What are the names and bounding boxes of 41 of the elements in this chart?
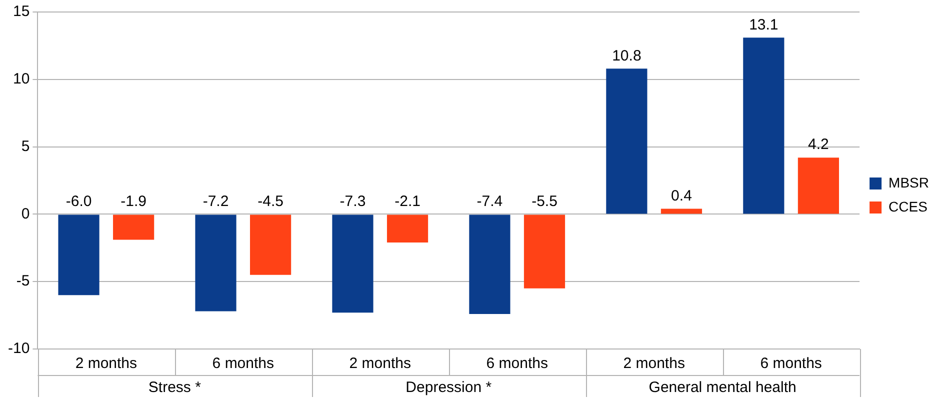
bar: [660, 208, 702, 214]
y-tick-label: 15: [12, 3, 30, 20]
x-tick-label: 2 months: [623, 355, 685, 372]
x-tick-label: 6 months: [212, 355, 274, 372]
data-label: -7.3: [340, 192, 366, 210]
data-label: 10.8: [612, 47, 642, 64]
y-tick-label: 5: [21, 138, 30, 155]
data-label: -7.4: [476, 192, 503, 210]
bar: [58, 214, 100, 296]
data-label: -5.5: [532, 192, 558, 210]
data-label: -2.1: [394, 192, 420, 210]
data-label: 13.1: [749, 16, 778, 34]
legend-label: MBSR: [888, 174, 930, 190]
data-label: -4.5: [258, 192, 284, 210]
bar: [332, 214, 374, 313]
bar: [469, 214, 510, 314]
bar: [606, 68, 648, 214]
text: Depression *: [406, 379, 492, 396]
bar: [386, 214, 428, 243]
x-tick-label: 2 months: [349, 355, 411, 372]
data-label: -6.0: [66, 192, 92, 210]
text: General mental health: [648, 379, 796, 396]
x-tick-label: 6 months: [486, 355, 548, 372]
bar: [113, 214, 154, 240]
bar: [250, 214, 292, 275]
bar: [743, 38, 784, 214]
y-tick-label: -10: [8, 340, 30, 358]
data-label: -7.2: [202, 192, 229, 210]
x-tick-label: 2 months: [75, 355, 138, 372]
data-label: 0.4: [671, 187, 692, 204]
y-tick-label: 10: [12, 70, 30, 88]
y-tick-label: -5: [16, 272, 30, 290]
data-label: -1.9: [120, 192, 146, 210]
bar: [524, 214, 566, 288]
data-label: 4.2: [808, 136, 829, 154]
x-tick-label: 6 months: [760, 355, 822, 372]
bar: [195, 214, 236, 312]
legend-label: CCES: [888, 198, 928, 214]
bar: [798, 158, 840, 214]
text: Stress *: [148, 379, 202, 396]
y-tick-label: 0: [21, 205, 30, 222]
